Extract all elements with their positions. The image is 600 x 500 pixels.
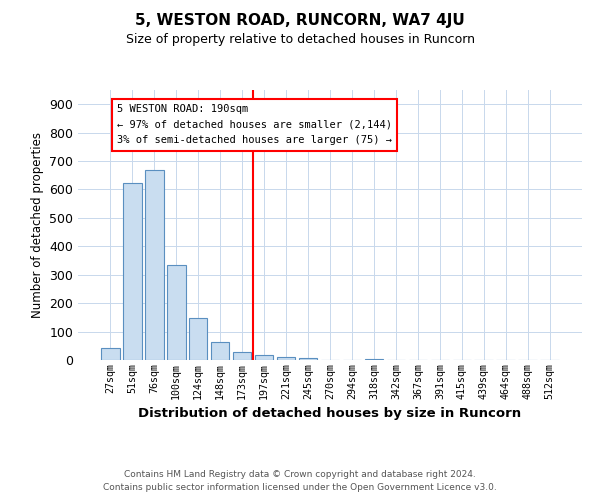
Text: Size of property relative to detached houses in Runcorn: Size of property relative to detached ho… xyxy=(125,32,475,46)
Bar xyxy=(167,264,185,360)
X-axis label: Distribution of detached houses by size in Runcorn: Distribution of detached houses by size … xyxy=(139,407,521,420)
Bar xyxy=(211,342,229,360)
Bar xyxy=(101,348,119,360)
Bar xyxy=(123,183,142,360)
Text: 5, WESTON ROAD, RUNCORN, WA7 4JU: 5, WESTON ROAD, RUNCORN, WA7 4JU xyxy=(135,12,465,28)
Bar xyxy=(299,358,317,360)
Bar xyxy=(233,352,251,360)
Bar xyxy=(365,358,383,360)
Y-axis label: Number of detached properties: Number of detached properties xyxy=(31,132,44,318)
Bar xyxy=(145,170,164,360)
Bar xyxy=(277,357,295,360)
Bar xyxy=(255,355,274,360)
Bar xyxy=(189,318,208,360)
Text: 5 WESTON ROAD: 190sqm
← 97% of detached houses are smaller (2,144)
3% of semi-de: 5 WESTON ROAD: 190sqm ← 97% of detached … xyxy=(117,104,392,146)
Text: Contains HM Land Registry data © Crown copyright and database right 2024.
Contai: Contains HM Land Registry data © Crown c… xyxy=(103,470,497,492)
